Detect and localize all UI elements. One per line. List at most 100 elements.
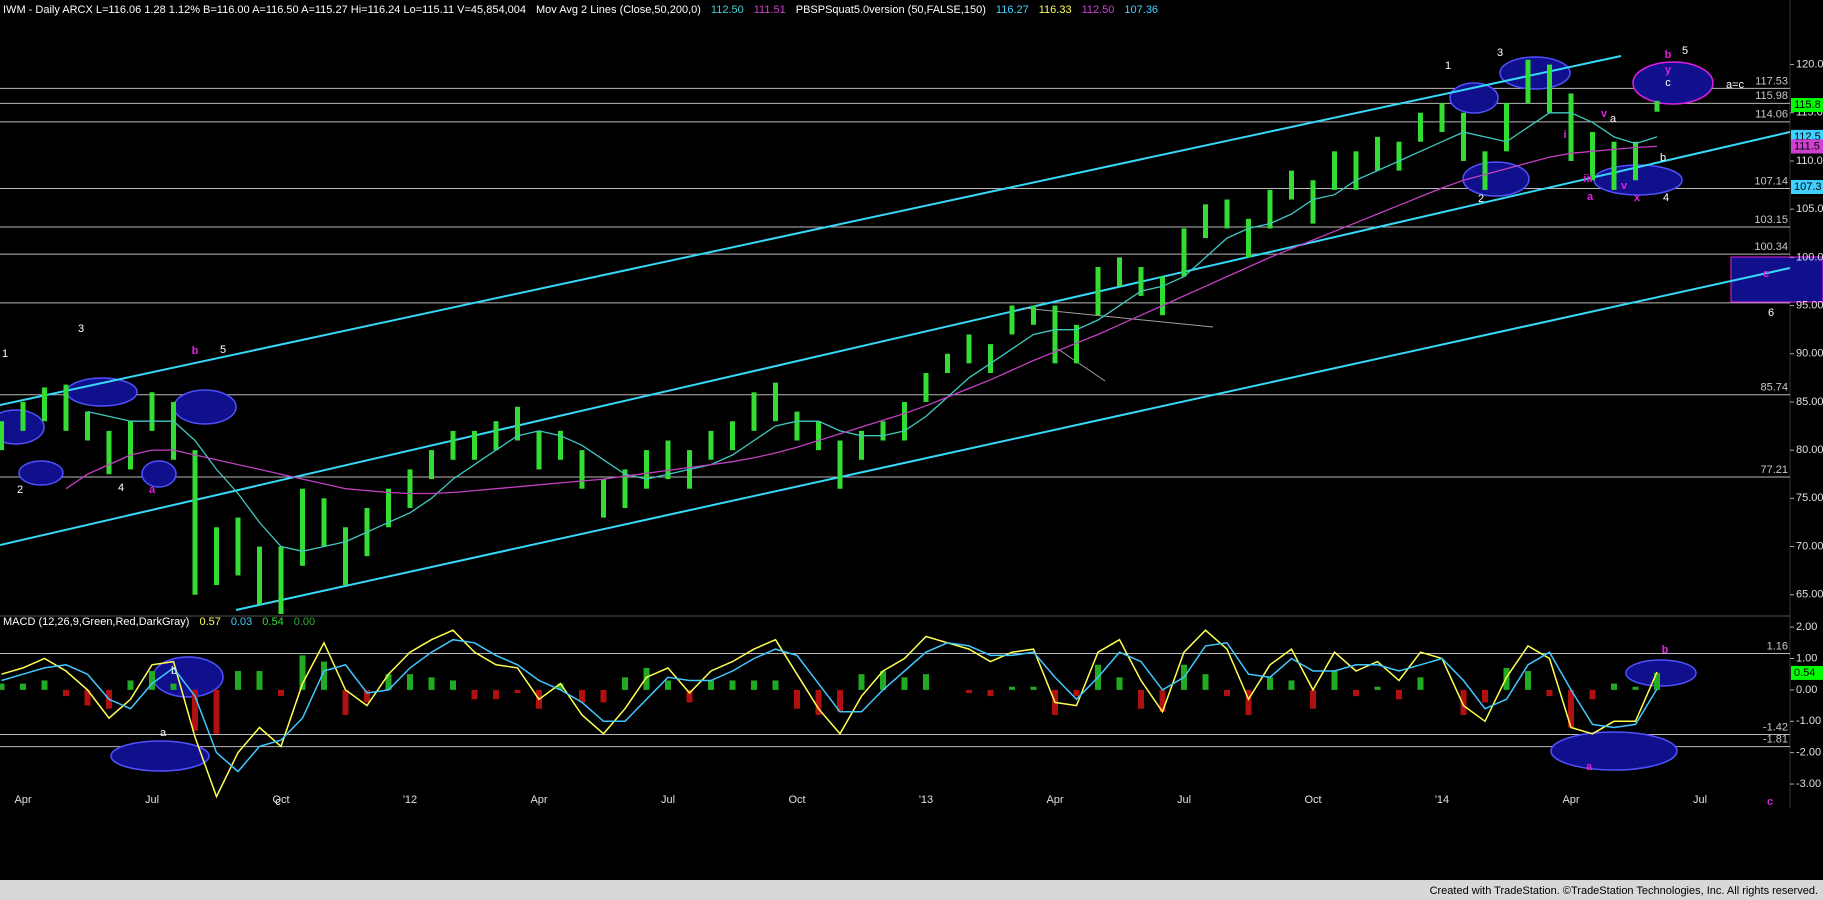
y-tick-label: 90.00	[1796, 348, 1823, 360]
wave-label: 6	[1768, 307, 1774, 319]
trend-line	[1057, 348, 1106, 382]
x-tick-label: Jul	[145, 794, 159, 806]
value-tag	[1791, 98, 1823, 113]
target-zone	[1730, 256, 1823, 303]
histogram-bar	[321, 661, 327, 690]
price-bar	[214, 527, 219, 586]
histogram-bar	[213, 689, 220, 734]
histogram-bar	[1009, 686, 1015, 690]
level-label: 114.06	[1755, 109, 1788, 121]
wave-label: 4	[118, 482, 124, 494]
x-tick-label: Oct	[1304, 794, 1321, 806]
wave-label: 3	[1497, 47, 1503, 59]
wave-label: c	[1763, 268, 1769, 280]
macd-line	[1, 629, 1658, 799]
wave-label: v	[1601, 108, 1608, 120]
histogram-bar	[471, 689, 478, 700]
wave-label: 1	[1445, 60, 1451, 72]
y-tick-label: -1.00	[1796, 715, 1821, 727]
histogram-bar	[1525, 671, 1531, 690]
header-item: 116.33	[1039, 4, 1072, 16]
price-bar	[1332, 151, 1337, 190]
y-tick-label: 65.00	[1796, 589, 1823, 601]
histogram-bar	[428, 677, 435, 690]
y-tick-label: 80.00	[1796, 444, 1823, 456]
y-tick-label: 120.00	[1796, 58, 1823, 70]
price-bar	[1375, 136, 1380, 171]
price-bar	[386, 488, 391, 528]
wave-label: b	[192, 345, 199, 357]
histogram-bar	[600, 689, 607, 703]
histogram-bar	[837, 689, 843, 712]
price-bar	[1590, 132, 1595, 181]
header-item: 112.50	[711, 4, 744, 16]
value-tag	[1791, 139, 1823, 154]
price-bar	[966, 334, 972, 364]
price-bar	[794, 411, 800, 441]
x-tick-label: Apr	[1562, 794, 1579, 806]
histogram-bar	[708, 680, 714, 690]
histogram-bar	[514, 689, 521, 694]
x-tick-label: '13	[919, 794, 933, 806]
histogram-bar	[299, 655, 306, 690]
level-label: 1.16	[1767, 640, 1788, 652]
price-bar	[63, 384, 69, 431]
header-item: 0.57	[199, 616, 220, 628]
value-tag-label: 115.8	[1794, 99, 1821, 111]
wave-ellipse	[1625, 659, 1697, 687]
histogram-bar	[1353, 689, 1359, 697]
wave-label: b	[1662, 644, 1669, 656]
footer-bar	[0, 880, 1823, 900]
price-bar	[493, 421, 499, 451]
histogram-bar	[278, 689, 284, 697]
wave-label: 5	[1682, 45, 1688, 57]
price-bar	[988, 344, 993, 374]
header-item: 0.03	[231, 616, 252, 628]
price-bar	[859, 430, 864, 460]
histogram-bar	[772, 680, 779, 690]
histogram-bar	[966, 689, 972, 694]
price-bar	[42, 387, 47, 422]
y-tick-label: 100.00	[1796, 251, 1823, 263]
histogram-bar	[880, 671, 886, 690]
header-item: PBSPSquat5.0version (50,FALSE,150)	[796, 4, 986, 16]
level-label: -1.81	[1763, 734, 1788, 746]
price-bar	[945, 353, 950, 374]
price-bar	[708, 430, 714, 460]
y-tick-label: -2.00	[1796, 747, 1821, 759]
price-bar	[622, 469, 628, 508]
price-bar	[751, 392, 757, 431]
price-bar	[1203, 204, 1208, 239]
header-item: 111.51	[754, 4, 786, 16]
value-tag-label: 111.5	[1794, 140, 1820, 152]
wave-label: i	[1563, 129, 1566, 141]
price-bar	[257, 546, 262, 605]
price-bar	[1418, 112, 1423, 142]
histogram-bar	[1546, 689, 1553, 697]
histogram-bar	[63, 689, 69, 697]
header-item: 0.00	[294, 616, 315, 628]
header: MACD (12,26,9,Green,Red,DarkGray) 0.57 0.0…	[3, 616, 315, 628]
histogram-bar	[1396, 689, 1402, 700]
price-bar	[1482, 151, 1488, 190]
histogram-bar	[794, 689, 800, 709]
wave-ellipse	[1550, 731, 1678, 771]
wave-label: a	[1610, 113, 1617, 125]
level-label: 103.15	[1754, 214, 1788, 226]
level-label: 115.98	[1755, 90, 1788, 102]
price-bar	[472, 430, 477, 460]
wave-label: iii	[1583, 173, 1592, 185]
price-bar	[429, 450, 434, 480]
price-bar	[730, 421, 735, 451]
moving-average	[65, 145, 1658, 495]
histogram-bar	[385, 674, 392, 690]
price-bar	[1031, 305, 1036, 325]
histogram-bar	[235, 671, 241, 690]
price-bar	[1611, 141, 1617, 190]
wave-ellipse	[1462, 161, 1530, 197]
level-label: 117.53	[1755, 75, 1788, 87]
price-bar	[407, 469, 413, 508]
histogram-bar	[1202, 674, 1209, 690]
wave-label: b	[1660, 152, 1666, 164]
